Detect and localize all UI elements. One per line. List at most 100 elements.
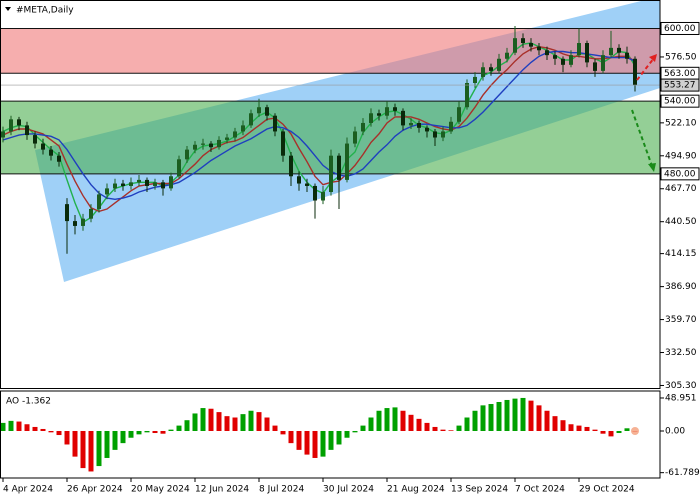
ao-bar — [288, 430, 294, 444]
ao-bar — [600, 430, 606, 434]
ao-bar — [512, 398, 518, 431]
candle-body — [81, 218, 85, 226]
candle-body — [65, 204, 69, 222]
candle-body — [369, 113, 373, 123]
x-tick-label: 4 Apr 2024 — [3, 485, 53, 495]
candle-body — [401, 110, 405, 126]
ao-bar — [344, 430, 350, 438]
candle-body — [57, 155, 61, 162]
moving-average — [2, 50, 636, 201]
candle-body — [129, 182, 133, 186]
ao-bar — [296, 430, 302, 450]
ao-bar — [120, 430, 126, 444]
ao-bar — [104, 430, 110, 458]
current-price-label: 553.27 — [664, 81, 696, 91]
ao-bar — [576, 425, 582, 431]
ao-bar — [136, 430, 142, 435]
candle-body — [585, 43, 589, 63]
ao-bar — [256, 412, 262, 431]
candle-body — [33, 135, 37, 144]
level-label: 540.00 — [664, 97, 696, 107]
candle-body — [433, 131, 437, 138]
candle-body — [377, 113, 381, 116]
candle-body — [137, 179, 141, 183]
candle-body — [345, 143, 349, 180]
ao-bar — [312, 430, 318, 458]
ao-bar — [392, 407, 398, 431]
ao-bar — [584, 426, 590, 431]
candle-body — [1, 131, 5, 138]
ao-bar — [112, 430, 118, 450]
candle-body — [633, 58, 637, 86]
ao-bar — [192, 413, 198, 431]
candle-body — [577, 43, 581, 56]
candle-body — [553, 55, 557, 59]
ao-bar — [176, 425, 182, 431]
ao-bar — [536, 405, 542, 431]
ao-bar — [40, 428, 46, 431]
candle-body — [329, 155, 333, 193]
y-tick-label: 0.00 — [665, 426, 685, 436]
ao-bar — [72, 430, 78, 457]
candle-body — [153, 182, 157, 186]
candle-body — [545, 50, 549, 56]
candle-body — [529, 43, 533, 47]
candle-body — [505, 52, 509, 59]
ao-bar — [352, 430, 358, 433]
y-tick-label: -61.789 — [665, 468, 700, 478]
up-arrow-head — [649, 54, 657, 62]
candle-body — [409, 122, 413, 126]
x-tick-label: 7 Oct 2024 — [515, 485, 565, 495]
ao-bar — [592, 429, 598, 431]
ao-bar — [360, 425, 366, 431]
ao-bar — [608, 430, 614, 437]
x-tick-label: 8 Jul 2024 — [259, 485, 304, 495]
candle-body — [537, 46, 541, 51]
ao-bar — [432, 426, 438, 431]
candle-body — [121, 183, 125, 186]
ao-bar — [384, 408, 390, 431]
candle-body — [497, 58, 501, 71]
y-tick-label: 48.951 — [665, 393, 697, 403]
ao-bar — [408, 414, 414, 431]
ao-bar — [480, 405, 486, 431]
ao-bar — [144, 430, 150, 433]
candle-body — [169, 176, 173, 189]
candle-body — [105, 188, 109, 195]
x-tick-label: 26 Apr 2024 — [67, 485, 123, 495]
candle-body — [481, 67, 485, 77]
ao-bar — [160, 430, 166, 434]
ao-bar — [56, 430, 62, 436]
y-tick-label: 386.90 — [665, 282, 697, 292]
candle-body — [361, 122, 365, 132]
ao-bar — [232, 417, 238, 431]
candle-body — [449, 121, 453, 132]
candle-body — [201, 143, 205, 145]
ao-bar — [416, 418, 422, 431]
ao-bar — [184, 420, 190, 431]
y-tick-label: 467.70 — [665, 184, 697, 194]
candle-body — [281, 131, 285, 156]
down-arrow-head — [648, 163, 656, 172]
ao-bar — [48, 430, 54, 433]
ao-bar — [224, 416, 230, 431]
candle-body — [601, 55, 605, 71]
down-arrow — [631, 109, 653, 167]
level-label-box — [660, 21, 700, 35]
candle-body — [185, 149, 189, 160]
candle-body — [113, 183, 117, 189]
candle-body — [337, 155, 341, 180]
ao-bar — [472, 410, 478, 431]
candle-body — [9, 119, 13, 132]
ao-title: AO -1.362 — [6, 397, 51, 407]
y-tick-label: 332.50 — [665, 348, 697, 358]
current-price-box — [660, 78, 700, 92]
ao-bar — [80, 430, 86, 469]
level-label-box — [660, 167, 700, 181]
candle-body — [193, 144, 197, 150]
ao-bar — [280, 430, 286, 435]
candle-body — [217, 139, 221, 148]
ao-bar — [304, 430, 310, 455]
ao-bar — [0, 422, 6, 431]
